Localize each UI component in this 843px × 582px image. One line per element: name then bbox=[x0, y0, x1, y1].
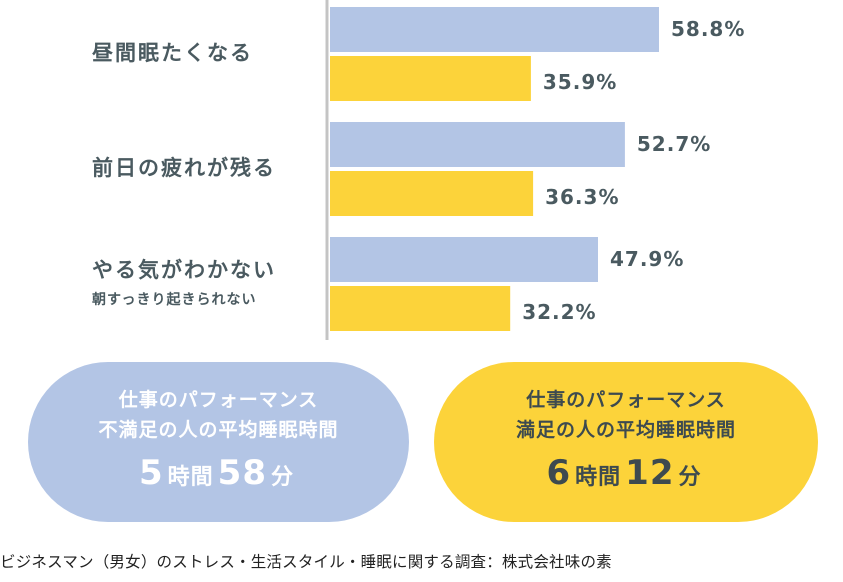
satisfied-summary-pill: 仕事のパフォーマンス 満足の人の平均睡眠時間 6 時間 12 分 bbox=[434, 362, 818, 522]
dissatisfied-hours: 5 bbox=[138, 453, 164, 493]
source-footer: ビジネスマン（男女）のストレス・生活スタイル・睡眠に関する調査：株式会社味の素 bbox=[0, 553, 612, 571]
category-label: 昼間眠たくなる bbox=[92, 41, 253, 65]
bar-2-dissatisfied bbox=[330, 122, 625, 167]
dissatisfied-summary-line2: 不満足の人の平均睡眠時間 bbox=[98, 419, 339, 441]
category-sublabel: 朝すっきり起きられない bbox=[92, 291, 256, 308]
bar-1-satisfied bbox=[330, 56, 531, 101]
category-label: やる気がわかない bbox=[92, 258, 276, 282]
dissatisfied-summary-pill: 仕事のパフォーマンス 不満足の人の平均睡眠時間 5 時間 58 分 bbox=[28, 362, 409, 522]
bar-value-label: 36.3% bbox=[545, 185, 619, 209]
bar-value-label: 47.9% bbox=[610, 247, 684, 271]
satisfied-hours: 6 bbox=[546, 453, 572, 493]
dissatisfied-minutes-unit: 分 bbox=[271, 465, 295, 490]
category-label: 前日の疲れが残る bbox=[92, 156, 276, 180]
satisfied-hours-unit: 時間 bbox=[575, 465, 622, 490]
bar-value-label: 52.7% bbox=[637, 132, 711, 156]
bar-value-label: 35.9% bbox=[543, 70, 617, 94]
satisfied-summary-line1: 仕事のパフォーマンス bbox=[526, 389, 726, 411]
bar-1-dissatisfied bbox=[330, 7, 659, 52]
bar-value-label: 58.8% bbox=[671, 17, 745, 41]
dissatisfied-minutes: 58 bbox=[217, 453, 267, 493]
bar-2-satisfied bbox=[330, 171, 534, 216]
dissatisfied-summary-line1: 仕事のパフォーマンス bbox=[118, 389, 319, 411]
satisfied-sleep-time: 6 時間 12 分 bbox=[546, 453, 705, 499]
bar-value-label: 32.2% bbox=[522, 300, 596, 324]
bar-3-satisfied bbox=[330, 286, 511, 331]
bar-3-dissatisfied bbox=[330, 237, 598, 282]
satisfied-minutes: 12 bbox=[625, 453, 675, 493]
dissatisfied-sleep-time: 5 時間 58 分 bbox=[139, 453, 298, 499]
satisfied-minutes-unit: 分 bbox=[678, 465, 702, 490]
dissatisfied-hours-unit: 時間 bbox=[167, 465, 214, 490]
satisfied-summary-line2: 満足の人の平均睡眠時間 bbox=[515, 419, 736, 441]
